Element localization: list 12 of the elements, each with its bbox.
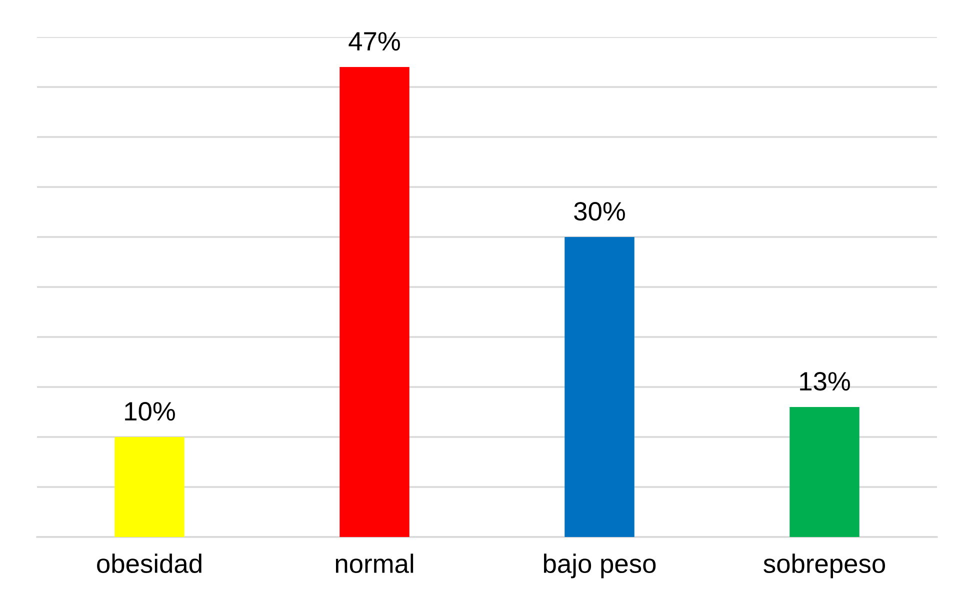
- x-tick-label: sobrepeso: [764, 554, 886, 578]
- x-tick-label: obesidad: [97, 554, 202, 574]
- bar: [790, 407, 860, 537]
- data-label: 47%: [348, 32, 400, 51]
- bar: [340, 67, 410, 537]
- data-label: 13%: [800, 372, 850, 391]
- x-tick-label: bajo peso: [544, 554, 656, 578]
- bar: [114, 437, 184, 537]
- data-label: 30%: [574, 202, 625, 221]
- x-tick-label: normal: [336, 554, 414, 574]
- data-label: 10%: [125, 402, 175, 421]
- bar: [564, 237, 634, 537]
